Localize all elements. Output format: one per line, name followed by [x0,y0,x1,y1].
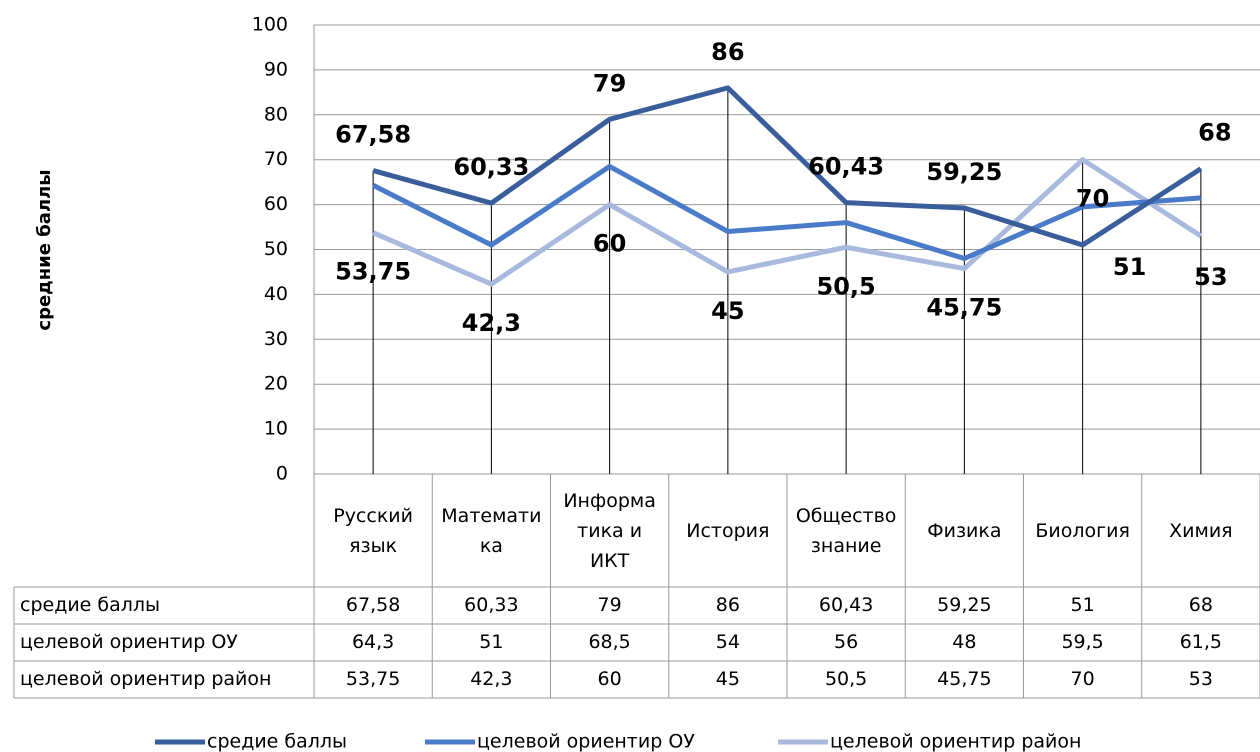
x-tick-label: Обществознание [795,504,897,557]
data-label: 60,43 [808,153,884,181]
table-cell: 53,75 [346,668,400,690]
table-cell: 61,5 [1180,631,1222,653]
table-cell: 60 [598,668,622,690]
data-label: 45 [711,297,744,325]
x-tick-label: Химия [1169,519,1233,542]
table-cell: 68 [1189,594,1213,616]
table-cell: 45 [716,668,740,690]
data-label: 60,33 [453,153,529,181]
x-tick-cell: История [686,519,770,542]
y-tick-label: 40 [264,283,288,305]
data-label: 68 [1198,119,1231,147]
table-cell: 59,25 [937,594,991,616]
y-tick-label: 30 [264,328,288,350]
data-label: 45,75 [926,294,1002,322]
data-label: 67,58 [335,121,411,149]
legend-label: средие баллы [207,731,347,752]
x-tick-cell: Русский язык [333,504,414,557]
x-tick-cell: Физика [927,519,1002,542]
y-axis-title: средние баллы [34,169,55,330]
table-cell: 68,5 [588,631,630,653]
table-cell: 51 [479,631,503,653]
table-cell: 79 [598,594,622,616]
data-label: 53 [1194,263,1227,291]
table-cell: 86 [716,594,740,616]
series-line [371,163,1202,261]
data-label: 59,25 [926,158,1002,186]
table-cell: 51 [1071,594,1095,616]
legend-label: целевой ориентир район [830,731,1081,752]
x-tick-cell: Информатика и ИКТ [563,489,656,572]
x-tick-cell: Химия [1169,519,1233,542]
table-cell: 59,5 [1061,631,1103,653]
table-row-label: целевой ориентир район [20,668,271,690]
table-cell: 42,3 [470,668,512,690]
data-label: 60 [593,230,626,258]
y-tick-label: 70 [264,148,288,170]
legend-label: целевой ориентир ОУ [477,731,695,752]
series-line [372,157,1203,287]
data-label: 70 [1076,185,1109,213]
table-cell: 56 [834,631,858,653]
y-tick-label: 90 [264,58,288,80]
data-label: 53,75 [335,258,411,286]
table-cell: 60,43 [819,594,873,616]
x-tick-label: История [686,519,770,542]
x-tick-label: Информатика и ИКТ [563,489,656,572]
data-label: 79 [593,69,626,97]
table-cell: 45,75 [937,668,991,690]
y-tick-label: 20 [264,373,288,395]
series-line [372,85,1203,248]
table-cell: 50,5 [825,668,867,690]
x-tick-label: Русский язык [333,504,414,557]
y-tick-label: 100 [252,14,288,36]
y-tick-label: 80 [264,103,288,125]
x-tick-label: Физика [927,519,1002,542]
table-cell: 70 [1071,668,1095,690]
x-tick-cell: Обществознание [795,504,897,557]
x-tick-cell: Математика [441,504,542,557]
data-label: 50,5 [817,272,876,300]
table-cell: 67,58 [346,594,400,616]
table-cell: 54 [716,631,740,653]
data-label: 42,3 [462,309,521,337]
data-label: 86 [711,38,744,66]
x-tick-cell: Биология [1035,519,1130,542]
table-row-label: целевой ориентир ОУ [20,631,238,653]
y-tick-label: 60 [264,193,288,215]
data-label: 51 [1113,253,1146,281]
x-tick-label: Биология [1035,519,1130,542]
table-row-label: средие баллы [20,594,160,616]
table-cell: 60,33 [464,594,518,616]
y-tick-label: 0 [276,463,288,485]
table-cell: 64,3 [352,631,394,653]
table-cell: 48 [952,631,976,653]
x-tick-label: Математика [441,504,542,557]
y-tick-label: 10 [264,418,288,440]
table-cell: 53 [1189,668,1213,690]
y-tick-label: 50 [264,238,288,260]
